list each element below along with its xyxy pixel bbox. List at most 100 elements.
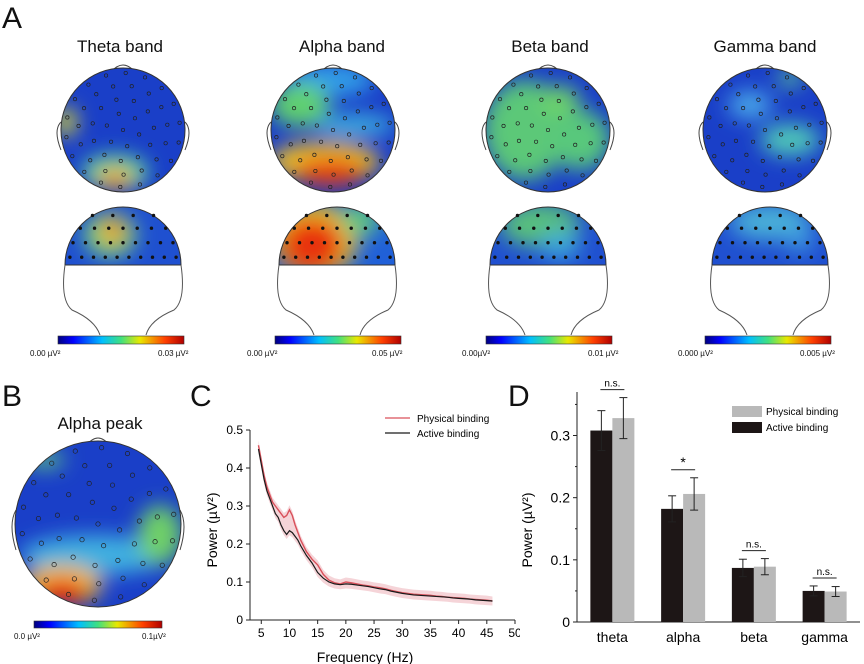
spectrum-x-tick-label: 45 [480,626,494,640]
electrode-dot [82,169,87,174]
alpha-colorbar-max: 0.05 µV² [372,349,403,358]
electrode-dot [738,255,743,259]
electrode-dot [92,226,97,230]
electrode-dot [312,152,317,157]
electrode-dot [131,213,135,218]
electrode-dot [495,154,500,159]
electrode-dot [571,241,575,245]
electrode-dot [583,241,588,245]
electrode-dot [805,141,810,146]
electrode-dot [158,241,163,245]
electrode-dot [49,460,55,466]
bar-y-tick-label: 0 [562,614,570,630]
panel-letter-c: C [190,380,212,413]
electrode-dot [798,213,803,218]
electrode-dot [375,122,380,127]
bar-category-label: beta [740,629,767,645]
electrode-dot [152,539,158,545]
electrode-dot [809,255,813,259]
electrode-dot [507,106,512,111]
electrode-dot [563,255,568,259]
electrode-dot [88,158,93,163]
gamma-colorbar [704,335,832,345]
electrode-dot [571,91,576,96]
electrode-dot [56,535,62,542]
electrode-dot [148,142,153,147]
electrode-dot [76,123,81,128]
electrode-dot [329,255,333,259]
electrode-dot [364,255,369,259]
electrode-dot [352,255,357,259]
electrode-dot [118,594,124,600]
spectrum-x-tick-label: 25 [367,626,381,640]
spectrum-x-tick-label: 15 [311,626,325,640]
electrode-dot [136,518,142,524]
bar-category-label: alpha [666,629,700,645]
electrode-dot [730,158,735,163]
electrode-dot [355,109,360,114]
electrode-dot [80,255,84,259]
theta-topomap-back [63,206,183,336]
electrode-dot [155,173,160,178]
panel-letter-b: B [2,380,23,413]
electrode-dot [54,512,61,518]
electrode-dot [339,84,344,89]
electrode-dot [740,180,746,185]
electrode-dot [741,106,746,111]
electrode-dot [132,116,137,121]
electrode-dot [128,496,134,502]
electrode-dot [756,97,761,102]
alpha-peak-colorbar [33,620,163,629]
electrode-dot [127,255,131,259]
electrode-dot [304,92,309,97]
electrode-dot [301,138,307,143]
bar-marks: n.s. * n.s. n.s. [590,380,847,622]
electrode-dot [324,97,329,102]
electrode-dot [718,241,722,245]
electrode-dot [782,226,786,230]
electrode-dot [115,557,121,563]
electrode-dot [762,255,766,259]
electrode-dot [79,537,85,543]
electrode-dot [78,142,83,147]
spectrum-x-tick-label: 20 [339,626,353,640]
electrode-dot [745,73,751,78]
gamma-topomap [698,64,832,193]
electrode-dot [322,241,327,245]
beta-topomap-back [488,206,608,336]
electrode-dot [810,158,816,163]
electrode-dot [352,75,358,80]
electrode-dot [762,127,768,133]
electrode-dot [562,132,567,137]
bar-category-label: gamma [801,629,848,645]
legend-physical-binding-label: Physical binding [417,414,489,425]
gamma-colorbar-max: 0.005 µV² [800,349,835,358]
electrode-dot [521,241,525,245]
electrode-dot [51,562,57,568]
electrode-dot [584,86,589,91]
electrode-dot [71,576,77,582]
electrode-dot [274,135,279,140]
electrode-dot [724,169,729,174]
electrode-dot [556,213,560,218]
electrode-dot [388,255,392,259]
electrode-dot [778,213,782,218]
electrode-dot [564,168,569,173]
electrode-dot [793,125,798,130]
electrode-dot [150,255,155,259]
electrode-dot [743,241,747,245]
electrode-dot [102,152,107,157]
electrode-dot [328,158,333,163]
electrode-dot [797,173,802,178]
electrode-dot [154,157,159,162]
electrode-dot [117,527,123,533]
bar-y-tick-label: 0.1 [551,552,571,568]
electrode-dot [753,84,758,89]
electrode-dot [387,120,392,125]
electrode-dot [793,241,797,245]
electrode-dot [596,241,600,245]
spectrum-y-tick-label: 0 [236,613,243,627]
electrode-dot [111,84,116,89]
electrode-dot [536,213,540,218]
power-spectrum-chart: 5 10 15 20 25 30 35 40 45 50 0 0.1 0.2 0.3 0.4 0.5 Phys… [204,414,520,664]
